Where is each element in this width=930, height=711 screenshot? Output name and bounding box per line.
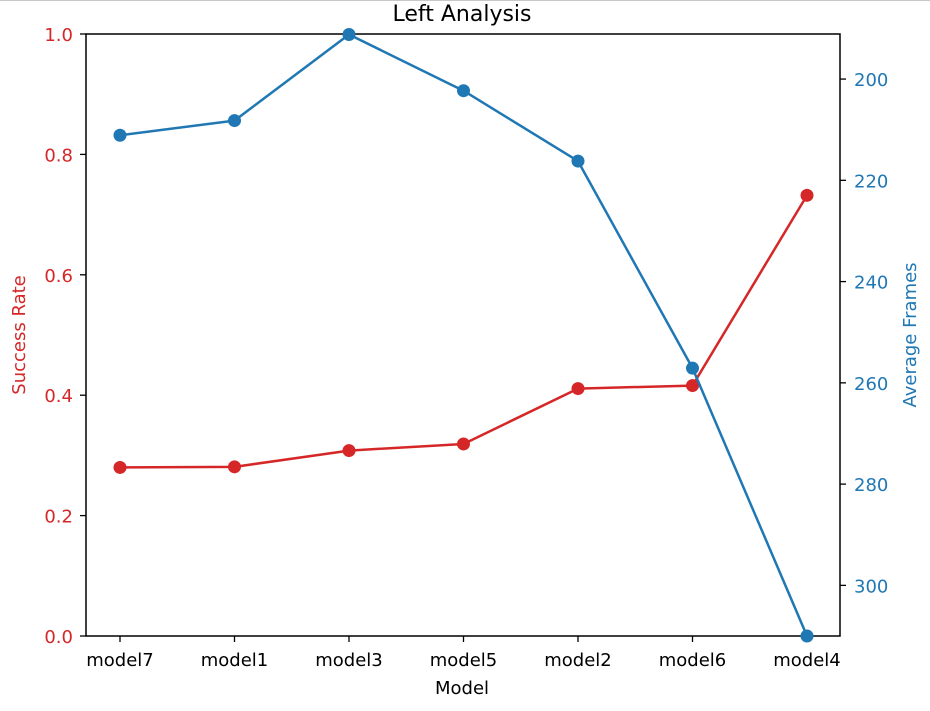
success-rate-point xyxy=(342,444,356,458)
right-y-tick-label: 300 xyxy=(854,576,888,597)
x-tick-label: model7 xyxy=(86,650,154,671)
left-y-tick-label: 1.0 xyxy=(44,25,73,46)
x-tick-label: model6 xyxy=(659,650,727,671)
success-rate-point xyxy=(457,437,470,451)
average-frames-line xyxy=(119,33,809,637)
x-tick-label: model3 xyxy=(315,650,383,671)
x-tick-label: model5 xyxy=(430,650,498,671)
success-rate-point xyxy=(113,460,127,474)
left-y-tick-label: 0.2 xyxy=(44,507,73,528)
right-y-tick-label: 220 xyxy=(854,171,888,192)
right-y-tick-label: 280 xyxy=(854,475,888,496)
average-frames-point xyxy=(686,361,699,375)
average-frames-point xyxy=(800,629,814,643)
success-rate-point xyxy=(571,382,585,396)
x-axis-label: Model xyxy=(435,678,489,699)
left-y-tick-label: 0.0 xyxy=(44,627,73,648)
right-y-axis: 200 220 240 260 280 300 xyxy=(840,70,888,597)
x-tick-label: model4 xyxy=(773,650,841,671)
x-axis: model7 model1 model3 model5 model2 model6 mode… xyxy=(86,636,841,671)
chart-title: Left Analysis xyxy=(392,2,531,27)
success-rate-point xyxy=(800,188,814,202)
average-frames-point xyxy=(113,128,127,142)
left-y-axis-label: Success Rate xyxy=(9,275,30,394)
average-frames-point xyxy=(457,84,470,98)
left-y-tick-label: 0.6 xyxy=(44,266,73,287)
right-y-tick-label: 260 xyxy=(854,374,888,395)
right-y-tick-label: 240 xyxy=(854,273,888,294)
window-top-border xyxy=(0,0,930,1)
x-tick-label: model1 xyxy=(201,650,269,671)
left-y-tick-label: 0.4 xyxy=(44,386,73,407)
average-frames-point xyxy=(571,154,585,168)
success-rate-point xyxy=(686,379,699,393)
left-y-tick-label: 0.8 xyxy=(44,145,73,166)
series-layer xyxy=(113,28,814,643)
left-y-axis: 0.0 0.2 0.4 0.6 0.8 1.0 xyxy=(44,25,86,648)
average-frames-point xyxy=(228,114,241,128)
success-rate-point xyxy=(228,460,241,474)
average-frames-point xyxy=(342,28,356,42)
right-y-tick-label: 200 xyxy=(854,70,888,91)
success-rate-line xyxy=(119,194,809,469)
right-y-axis-label: Average Frames xyxy=(900,262,921,407)
x-tick-label: model2 xyxy=(544,650,612,671)
